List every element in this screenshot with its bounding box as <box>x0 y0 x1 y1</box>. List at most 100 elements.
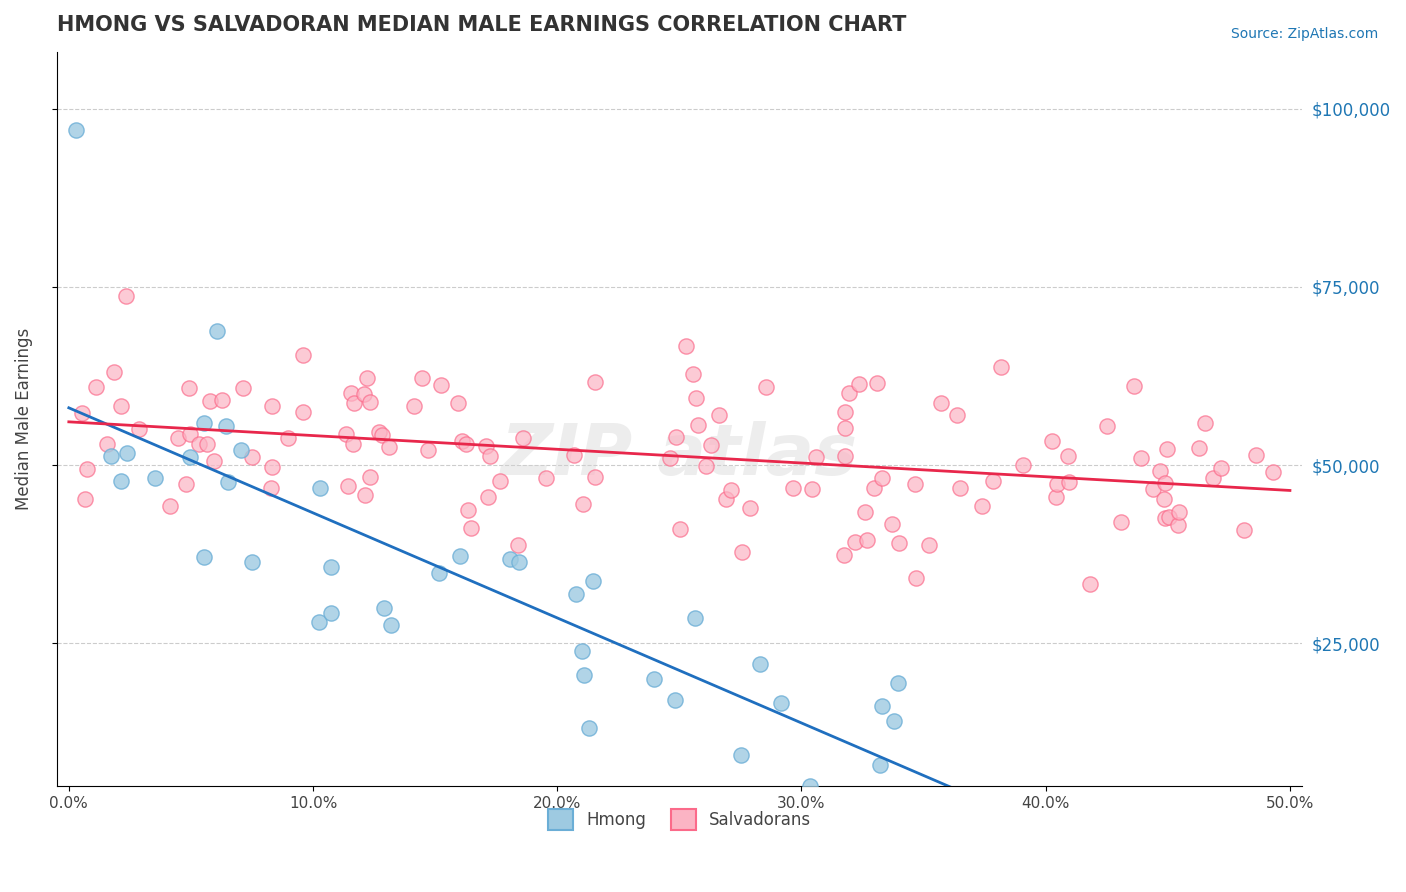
Point <box>100 449 122 463</box>
Point <box>76 462 98 476</box>
Point <box>949 481 972 495</box>
Point <box>578 721 600 735</box>
Point <box>489 475 512 489</box>
Point <box>291 348 314 362</box>
Point <box>582 574 605 588</box>
Point <box>179 381 201 395</box>
Point <box>277 431 299 445</box>
Point <box>430 377 453 392</box>
Point <box>1149 464 1171 478</box>
Point <box>195 436 218 450</box>
Point <box>720 483 742 498</box>
Point <box>866 376 889 391</box>
Point <box>115 446 138 460</box>
Point <box>883 714 905 729</box>
Point <box>337 479 360 493</box>
Point <box>1153 491 1175 506</box>
Point <box>731 545 754 559</box>
Point <box>1046 477 1069 491</box>
Point <box>477 490 499 504</box>
Y-axis label: Median Male Earnings: Median Male Earnings <box>15 327 32 510</box>
Point <box>990 359 1012 374</box>
Point <box>1202 471 1225 485</box>
Point <box>217 475 239 489</box>
Point <box>411 371 433 385</box>
Point <box>664 430 686 444</box>
Point <box>1187 441 1209 455</box>
Point <box>447 396 470 410</box>
Point <box>1057 475 1080 489</box>
Point <box>1156 442 1178 457</box>
Point <box>205 325 228 339</box>
Point <box>309 481 332 495</box>
Point <box>416 443 439 458</box>
Point <box>707 408 730 422</box>
Point <box>1154 476 1177 491</box>
Legend: Hmong, Salvadorans: Hmong, Salvadorans <box>541 803 818 836</box>
Point <box>359 395 381 409</box>
Point <box>844 534 866 549</box>
Text: HMONG VS SALVADORAN MEDIAN MALE EARNINGS CORRELATION CHART: HMONG VS SALVADORAN MEDIAN MALE EARNINGS… <box>56 15 905 35</box>
Point <box>174 477 197 491</box>
Point <box>460 521 482 535</box>
Point <box>870 471 893 485</box>
Point <box>1109 515 1132 529</box>
Point <box>572 668 595 682</box>
Point <box>451 434 474 448</box>
Point <box>110 474 132 488</box>
Point <box>143 470 166 484</box>
Point <box>343 395 366 409</box>
Point <box>103 365 125 379</box>
Point <box>565 587 588 601</box>
Point <box>202 453 225 467</box>
Point <box>730 747 752 762</box>
Point <box>972 499 994 513</box>
Point <box>749 657 772 672</box>
Point <box>65 123 87 137</box>
Point <box>73 491 96 506</box>
Point <box>834 404 856 418</box>
Point <box>946 409 969 423</box>
Point <box>335 427 357 442</box>
Point <box>340 386 363 401</box>
Point <box>832 548 855 562</box>
Point <box>479 449 502 463</box>
Point <box>1078 576 1101 591</box>
Point <box>508 555 530 569</box>
Point <box>1040 434 1063 449</box>
Point <box>801 482 824 496</box>
Point <box>534 471 557 485</box>
Text: ZIP atlas: ZIP atlas <box>501 421 858 490</box>
Point <box>211 392 233 407</box>
Point <box>72 406 94 420</box>
Point <box>838 385 860 400</box>
Point <box>804 450 827 465</box>
Point <box>215 418 238 433</box>
Point <box>308 615 330 629</box>
Point <box>583 376 606 390</box>
Text: Source: ZipAtlas.com: Source: ZipAtlas.com <box>1230 27 1378 41</box>
Point <box>659 451 682 466</box>
Point <box>853 505 876 519</box>
Point <box>668 522 690 536</box>
Point <box>1045 490 1067 504</box>
Point <box>1233 523 1256 537</box>
Point <box>1154 510 1177 524</box>
Point <box>356 371 378 385</box>
Point <box>454 437 477 451</box>
Point <box>1130 450 1153 465</box>
Point <box>699 438 721 452</box>
Point <box>769 697 792 711</box>
Point <box>1142 482 1164 496</box>
Point <box>1194 417 1216 431</box>
Point <box>834 449 856 463</box>
Point <box>887 676 910 690</box>
Point <box>114 289 136 303</box>
Point <box>1095 419 1118 434</box>
Point <box>240 450 263 465</box>
Point <box>179 450 201 464</box>
Point <box>685 391 707 405</box>
Point <box>799 779 821 793</box>
Point <box>887 535 910 549</box>
Point <box>583 470 606 484</box>
